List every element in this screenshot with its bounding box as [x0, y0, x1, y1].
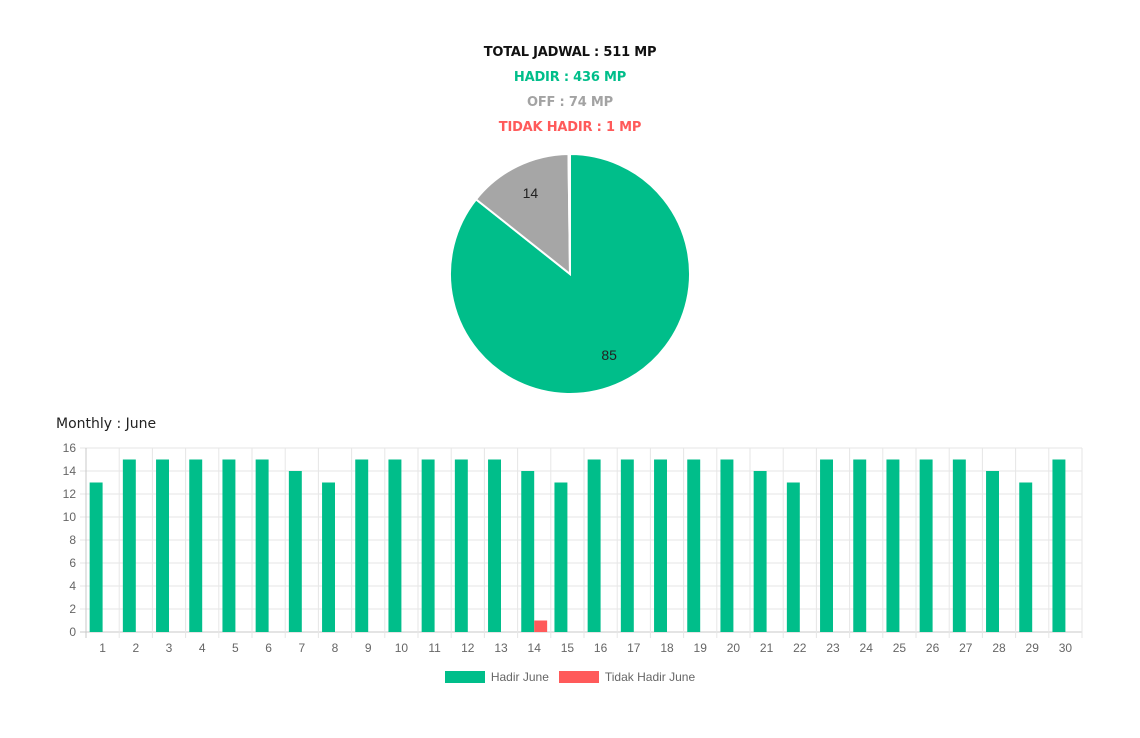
x-tick-label: 15 [561, 641, 575, 655]
bar-chart-legend: Hadir June Tidak Hadir June [0, 670, 1140, 684]
bar-hadir-day-2[interactable] [122, 459, 136, 633]
y-tick-label: 4 [69, 579, 76, 593]
x-tick-label: 21 [760, 641, 774, 655]
pie-slice-hadir[interactable] [449, 152, 691, 395]
bar-hadir-day-3[interactable] [156, 459, 169, 633]
legend-item-hadir[interactable]: Hadir June [444, 670, 549, 684]
bar-hadir-day-21[interactable] [753, 471, 767, 632]
x-tick-label: 29 [1026, 641, 1040, 655]
x-tick-label: 11 [428, 641, 441, 655]
y-tick-label: 8 [69, 533, 76, 547]
y-tick-label: 16 [63, 441, 77, 455]
pie-slice-off[interactable] [474, 152, 572, 277]
x-tick-label: 3 [166, 641, 173, 655]
bar-hadir-day-23[interactable] [820, 459, 833, 633]
x-tick-label: 23 [826, 641, 840, 655]
bar-hadir-day-20[interactable] [720, 459, 734, 633]
y-tick-label: 14 [63, 464, 77, 478]
absent-count-text: TIDAK HADIR : 1 MP [498, 120, 642, 135]
bar-hadir-day-24[interactable] [853, 459, 867, 633]
bar-hadir-day-7[interactable] [288, 471, 302, 632]
pie-label-hadir: 85 [601, 347, 617, 363]
bar-hadir-day-29[interactable] [1019, 482, 1033, 633]
y-tick-label: 0 [69, 625, 76, 639]
x-tick-label: 22 [793, 641, 807, 655]
bar-hadir-day-22[interactable] [786, 482, 800, 633]
x-tick-label: 7 [298, 641, 305, 655]
bar-hadir-day-11[interactable] [421, 459, 435, 633]
x-tick-label: 5 [232, 641, 239, 655]
bar-hadir-day-27[interactable] [952, 459, 966, 633]
x-tick-label: 13 [494, 641, 508, 655]
bar-hadir-day-19[interactable] [687, 459, 701, 633]
x-tick-label: 19 [694, 641, 708, 655]
attendance-summary: TOTAL JADWAL : 511 MP HADIR : 436 MP OFF… [0, 40, 1140, 140]
bar-hadir-day-25[interactable] [886, 459, 900, 633]
attendance-pie-chart: 85 14 [449, 152, 691, 395]
legend-item-tidak-hadir[interactable]: Tidak Hadir June [558, 670, 696, 684]
x-tick-label: 10 [395, 641, 409, 655]
monthly-chart-title: Monthly : June [56, 416, 157, 432]
x-tick-label: 17 [627, 641, 641, 655]
bar-hadir-day-28[interactable] [986, 471, 999, 632]
x-tick-label: 9 [365, 641, 372, 655]
bar-hadir-day-16[interactable] [587, 459, 601, 633]
y-tick-label: 12 [63, 487, 77, 501]
bar-hadir-day-14[interactable] [521, 471, 535, 632]
y-tick-label: 10 [63, 510, 77, 524]
y-tick-label: 6 [69, 556, 76, 570]
legend-label-tidak-hadir: Tidak Hadir June [604, 670, 696, 684]
x-tick-label: 26 [926, 641, 940, 655]
pie-label-off: 14 [523, 185, 539, 201]
bar-hadir-day-10[interactable] [388, 459, 402, 633]
bar-tidak-hadir-day-14[interactable] [534, 620, 548, 633]
bar-hadir-day-8[interactable] [322, 482, 335, 633]
x-tick-label: 8 [332, 641, 339, 655]
bar-hadir-day-6[interactable] [255, 459, 269, 633]
off-count-text: OFF : 74 MP [527, 95, 613, 110]
x-tick-label: 28 [992, 641, 1006, 655]
pie-slice-tidak-hadir[interactable] [567, 152, 571, 275]
bar-hadir-day-4[interactable] [189, 459, 203, 633]
x-tick-label: 18 [660, 641, 674, 655]
bar-hadir-day-13[interactable] [488, 459, 501, 633]
bar-hadir-day-17[interactable] [620, 459, 634, 633]
bar-hadir-day-12[interactable] [454, 459, 468, 633]
bar-hadir-day-9[interactable] [355, 459, 369, 633]
bar-hadir-day-26[interactable] [919, 459, 933, 633]
x-tick-label: 27 [959, 641, 973, 655]
x-tick-label: 1 [99, 641, 106, 655]
y-tick-label: 2 [69, 602, 76, 616]
x-tick-label: 4 [199, 641, 206, 655]
present-count-text: HADIR : 436 MP [513, 70, 627, 85]
bar-hadir-day-30[interactable] [1052, 459, 1066, 633]
x-tick-label: 16 [594, 641, 608, 655]
x-tick-label: 12 [461, 641, 475, 655]
bar-hadir-day-5[interactable] [222, 459, 236, 633]
x-tick-label: 14 [528, 641, 542, 655]
legend-label-hadir: Hadir June [490, 670, 549, 684]
x-tick-label: 30 [1059, 641, 1073, 655]
total-schedule-text: TOTAL JADWAL : 511 MP [483, 45, 657, 60]
bar-hadir-day-15[interactable] [554, 482, 568, 633]
x-tick-label: 6 [265, 641, 272, 655]
x-tick-label: 25 [893, 641, 907, 655]
x-tick-label: 24 [860, 641, 874, 655]
x-tick-label: 2 [132, 641, 139, 655]
legend-swatch-hadir [444, 671, 485, 683]
x-tick-label: 20 [727, 641, 741, 655]
bar-hadir-day-1[interactable] [89, 482, 103, 633]
bar-hadir-day-18[interactable] [654, 459, 667, 633]
legend-swatch-tidak-hadir [558, 671, 599, 683]
